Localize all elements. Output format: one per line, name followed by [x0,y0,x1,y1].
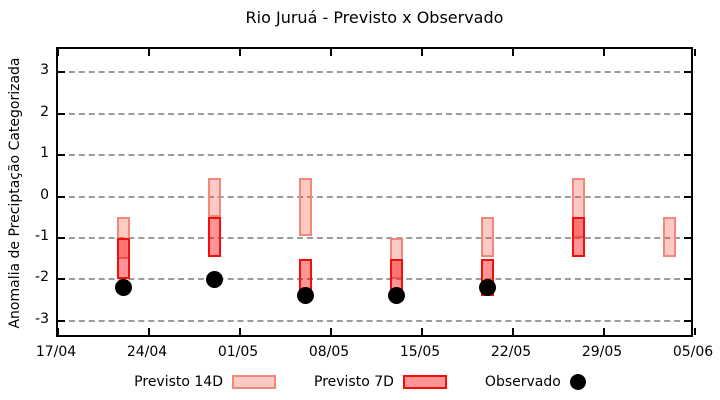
y-axis-tick-right [684,71,691,74]
previsto-7d-bar [207,217,221,257]
legend-item-previsto-7d: Previsto 7D [314,374,447,390]
previsto-14d-bar [298,177,312,236]
observado-dot-icon [569,374,586,390]
gridline [59,71,690,74]
x-tick-label: 15/05 [399,344,441,360]
previsto-14d-bar [207,177,221,218]
previsto-14d-bar [662,217,676,257]
x-axis-tick-top [421,49,423,56]
y-tick-label: -1 [35,227,49,244]
x-axis-tick-top [239,49,241,56]
observado-point [478,279,496,297]
x-axis-tick-bottom [603,328,605,335]
x-axis-tick-top [330,49,332,56]
y-tick-label: 3 [40,62,49,79]
y-axis-tick-left [58,71,65,74]
y-axis-tick-left [58,112,65,115]
gridline [59,319,690,322]
previsto-7d-bar [116,237,130,280]
chart-title: Rio Juruá - Previsto x Observado [245,8,504,27]
legend-label-previsto-14d: Previsto 14D [134,374,223,390]
previsto-7d-bar [571,217,585,257]
y-axis-tick-right [684,236,691,239]
x-axis-tick-top [694,49,696,56]
gridline [59,154,690,157]
legend-label-observado: Observado [484,374,561,390]
previsto-14d-bar [480,217,494,257]
gridline [59,195,690,198]
y-axis-tick-right [684,112,691,115]
y-axis-tick-right [684,278,691,281]
previsto-7d-swatch-icon [402,375,447,389]
x-axis-tick-bottom [694,328,696,335]
observado-point [114,279,132,297]
x-axis-tick-bottom [57,328,59,335]
x-axis-tick-bottom [330,328,332,335]
y-axis-tick-left [58,154,65,157]
x-tick-label: 24/04 [126,344,168,360]
y-axis-tick-right [684,195,691,198]
x-tick-label: 01/05 [217,344,259,360]
y-axis-tick-right [684,154,691,157]
x-tick-label: 17/04 [35,344,77,360]
x-tick-label: 29/05 [581,344,623,360]
y-tick-label: 2 [40,103,49,120]
previsto-14d-swatch-icon [232,375,276,389]
previsto-14d-bar [116,217,130,259]
x-tick-label: 22/05 [490,344,532,360]
y-axis-tick-left [58,319,65,322]
x-axis-tick-top [148,49,150,56]
x-tick-label: 05/06 [672,344,714,360]
x-tick-label: 08/05 [308,344,350,360]
y-tick-label: -3 [35,310,49,327]
legend-label-previsto-7d: Previsto 7D [314,374,394,390]
observado-point [205,270,223,288]
y-axis-tick-right [684,319,691,322]
x-axis-tick-bottom [239,328,241,335]
x-axis-tick-bottom [512,328,514,335]
x-axis-tick-bottom [421,328,423,335]
y-tick-label: -2 [35,269,49,286]
x-axis-tick-bottom [148,328,150,335]
observado-point [296,287,314,305]
y-tick-label: 0 [40,186,49,203]
legend: Previsto 14D Previsto 7D Observado [0,370,720,394]
y-axis-tick-left [58,278,65,281]
x-axis-tick-top [512,49,514,56]
gridline [59,112,690,115]
x-axis-tick-top [57,49,59,56]
gridline [59,236,690,239]
legend-item-observado: Observado [485,374,586,390]
plot-area [56,47,696,337]
previsto-14d-bar [571,177,585,238]
y-tick-label: 1 [40,145,49,162]
previsto-14d-bar [389,237,403,280]
gridline [59,278,690,281]
y-axis-tick-left [58,236,65,239]
legend-item-previsto-14d: Previsto 14D [134,374,276,390]
x-axis-tick-top [603,49,605,56]
observado-point [387,287,405,305]
y-axis-tick-left [58,195,65,198]
